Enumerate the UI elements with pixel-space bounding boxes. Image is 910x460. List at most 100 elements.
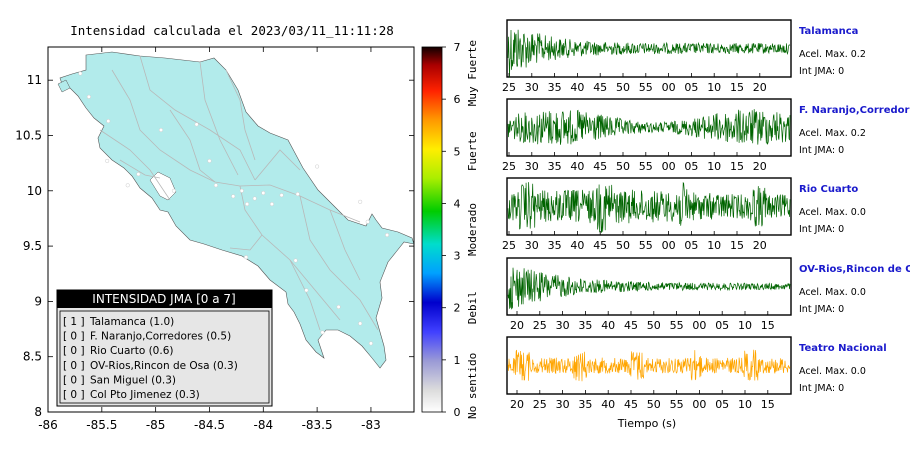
station-point-10 — [261, 190, 266, 196]
seismogram-3-tick-label-1: 25 — [533, 319, 547, 332]
station-name-3: OV-Rios,Rincon de Osa — [799, 264, 910, 275]
station-accel-2: Acel. Max. 0.0 — [799, 207, 866, 218]
seismogram-2-tick-label-10: 15 — [730, 239, 744, 252]
road-7 — [229, 234, 263, 251]
seismogram-1-tick-label-8: 05 — [684, 160, 698, 173]
colorbar: 0 1 2 3 4 5 6 7 No sentido Debil Moderado Fuerte Mu… — [421, 40, 479, 419]
map-ytick-label-5: 10.5 — [15, 128, 42, 142]
road-11 — [225, 69, 256, 161]
seismogram-0: 25 30 35 40 45 50 55 00 05 10 15 20 Talamanca Acel. M… — [502, 19, 866, 94]
station-point-3 — [105, 158, 110, 163]
colorbar-tick-label-3: 3 — [454, 250, 461, 263]
seismogram-0-tick-label-7: 00 — [662, 81, 676, 94]
station-point-16 — [315, 164, 320, 169]
colorbar-label-0: No sentido — [466, 353, 479, 419]
station-point-1 — [86, 94, 91, 99]
seismogram-4-tick-label-9: 05 — [715, 398, 729, 411]
station-point-13 — [245, 202, 250, 207]
legend-title: INTENSIDAD JMA [0 a 7] — [92, 292, 235, 306]
map-xtick-label-2: -85 — [146, 418, 166, 432]
seismogram-0-tick-label-5: 50 — [616, 81, 630, 94]
seismogram-2-tick-label-8: 05 — [684, 239, 698, 252]
road-10 — [119, 159, 161, 179]
intensity-legend: INTENSIDAD JMA [0 a 7] [ 1 ] Talamanca (1… — [56, 289, 273, 407]
seismogram-0-tick-label-8: 05 — [684, 81, 698, 94]
seismogram-3-tick-label-4: 40 — [601, 319, 615, 332]
seismogram-4-tick-label-10: 10 — [738, 398, 752, 411]
station-point-20 — [293, 258, 298, 263]
seismogram-panels: 25 30 35 40 45 50 55 00 05 10 15 20 Talamanca Acel. M… — [502, 19, 910, 411]
colorbar-tick-label-4: 4 — [454, 197, 461, 210]
seismogram-3-tick-label-0: 20 — [510, 319, 524, 332]
legend-entries: [ 1 ] Talamanca (1.0) [ 0 ] F. Naranjo,Corr… — [63, 316, 238, 401]
legend-station-0: Talamanca (1.0) — [89, 316, 174, 328]
waveform-1 — [507, 109, 791, 145]
seismogram-3-tick-label-9: 05 — [715, 319, 729, 332]
seismogram-4-tick-label-1: 25 — [533, 398, 547, 411]
station-point-9 — [252, 196, 257, 201]
map-xtick-label-6: -83 — [361, 418, 381, 432]
road-9 — [169, 109, 216, 183]
seismogram-1-tick-label-2: 35 — [548, 160, 562, 173]
colorbar-tick-label-5: 5 — [454, 145, 461, 158]
legend-station-1: F. Naranjo,Corredores (0.5) — [90, 331, 231, 343]
map-xtick-label-0: -86 — [38, 418, 58, 432]
seismogram-3-tick-label-5: 45 — [624, 319, 638, 332]
legend-level-5: [ 0 ] — [63, 389, 85, 401]
seismogram-2-tick-label-7: 00 — [662, 239, 676, 252]
map-xtick-label-1: -85.5 — [86, 418, 117, 432]
seismogram-0-tick-label-1: 30 — [525, 81, 539, 94]
station-accel-1: Acel. Max. 0.2 — [799, 128, 866, 139]
traces-xlabel: Tiempo (s) — [617, 417, 676, 430]
station-point-21 — [244, 255, 249, 260]
station-point-7 — [213, 183, 218, 188]
station-point-26 — [358, 321, 363, 326]
colorbar-label-2: Moderado — [466, 203, 479, 256]
colorbar-label-1: Debil — [466, 291, 479, 324]
station-point-6 — [207, 158, 212, 163]
seismogram-2-tick-label-0: 25 — [502, 239, 516, 252]
station-point-17 — [358, 199, 363, 204]
legend-level-0: [ 1 ] — [63, 316, 85, 328]
station-point-12 — [279, 193, 284, 198]
colorbar-tick-label-2: 2 — [454, 302, 461, 315]
colorbar-label-3: Fuerte — [466, 131, 479, 171]
colorbar-label-4: Muy Fuerte — [466, 40, 479, 106]
station-point-23 — [336, 304, 341, 309]
seismogram-2-tick-label-1: 30 — [525, 239, 539, 252]
station-point-0 — [78, 71, 83, 76]
seismogram-3-tick-label-2: 30 — [556, 319, 570, 332]
map-ytick-label-6: 11 — [27, 73, 42, 87]
road-3 — [239, 185, 341, 321]
map-title: Intensidad calculada el 2023/03/11_11:11… — [70, 23, 394, 38]
legend-box — [56, 289, 273, 407]
road-8 — [299, 195, 379, 331]
island-north — [57, 79, 71, 93]
station-name-2: Rio Cuarto — [799, 184, 858, 195]
seismogram-4-tick-label-5: 45 — [624, 398, 638, 411]
map-ytick-label-1: 8.5 — [23, 350, 42, 364]
legend-level-1: [ 0 ] — [63, 331, 85, 343]
seismogram-1-tick-label-6: 55 — [639, 160, 653, 173]
legend-station-4: San Miguel (0.3) — [90, 374, 176, 386]
colorbar-ticks: 0 1 2 3 4 5 6 7 — [442, 41, 461, 419]
seismogram-2-tick-label-11: 20 — [753, 239, 767, 252]
road-4 — [99, 129, 171, 201]
station-int-1: Int JMA: 0 — [799, 145, 844, 156]
seismogram-1: 25 30 35 40 45 50 55 00 05 10 15 20 F. Naranjo,Corre… — [502, 98, 910, 173]
seismogram-1-tick-label-1: 30 — [525, 160, 539, 173]
seismogram-2: 25 30 35 40 45 50 55 00 05 10 15 20 Rio Cuarto Acel. … — [502, 177, 866, 252]
seismogram-2-tick-label-2: 35 — [548, 239, 562, 252]
seismogram-3: 20 25 30 35 40 45 50 55 00 05 10 15 OV-Rios,Rincon d… — [506, 257, 910, 332]
colorbar-labels: No sentido Debil Moderado Fuerte Muy Fuerte — [466, 40, 479, 419]
map-xtick-label-3: -84.5 — [194, 418, 225, 432]
map-frame — [47, 46, 415, 413]
station-point-2 — [106, 119, 111, 124]
station-accel-0: Acel. Max. 0.2 — [799, 49, 866, 60]
station-name-4: Teatro Nacional — [799, 343, 887, 354]
station-point-18 — [365, 219, 370, 224]
map-ytick-label-4: 10 — [27, 184, 42, 198]
map-xtick-label-4: -84 — [253, 418, 273, 432]
seismogram-0-tick-label-4: 45 — [593, 81, 607, 94]
